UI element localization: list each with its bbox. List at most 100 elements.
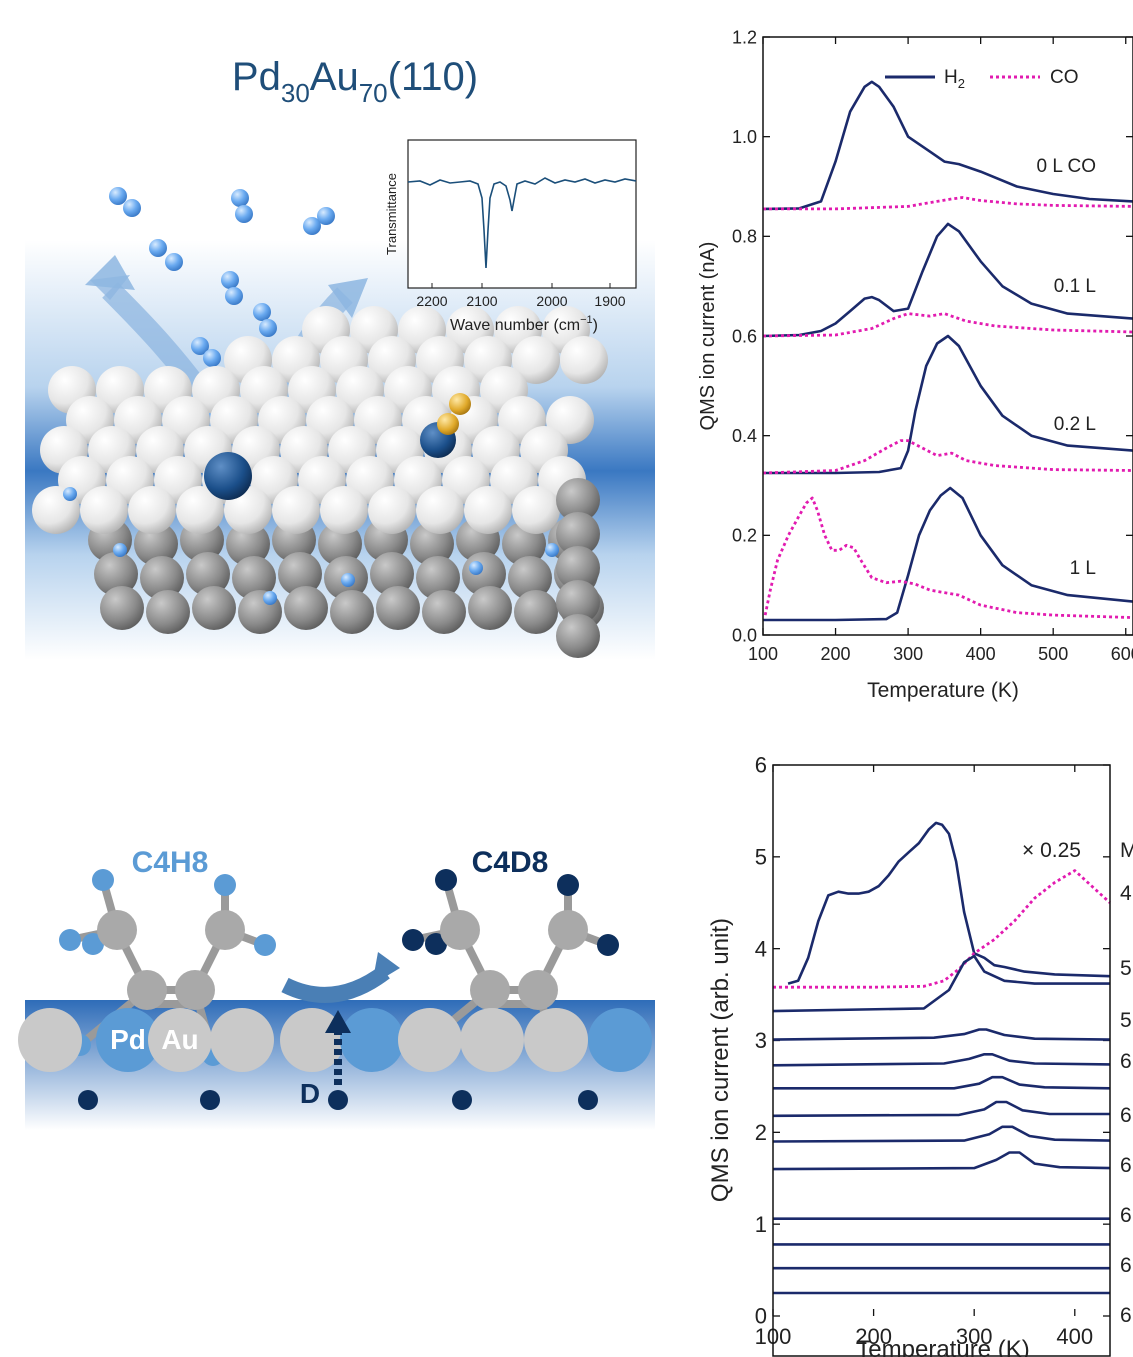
edge-atom	[556, 614, 600, 658]
x-tick-label: 500	[1038, 644, 1068, 664]
h2-series-line	[763, 486, 1133, 622]
mass-label: 6	[1120, 1154, 1132, 1177]
chart2-xlabel: Temperature (K)	[856, 1336, 1029, 1357]
surface-atom	[128, 486, 176, 534]
subsurface-atom	[330, 590, 374, 634]
hydrogen-atom	[203, 349, 221, 367]
surface-atom	[368, 486, 416, 534]
h2-series-line	[772, 1151, 1111, 1171]
subsurface-hydrogen	[469, 561, 483, 575]
subsurface-atom	[100, 586, 144, 630]
h2-series-line	[762, 80, 1133, 211]
y-tick-label: 6	[755, 753, 767, 778]
y-tick-label: 1.0	[732, 127, 757, 147]
chart1-xlabel: Temperature (K)	[867, 679, 1019, 702]
terminal-atom	[214, 874, 236, 896]
inset-ylabel: Transmittance	[384, 173, 399, 255]
edge-atom	[556, 478, 600, 522]
terminal-atom	[597, 934, 619, 956]
tpd-chart-top: 1002003004005006000.00.20.40.60.81.01.2 …	[697, 27, 1133, 702]
subsurface-atom	[232, 556, 276, 600]
subsurface-atom	[94, 552, 138, 596]
subsurface-hydrogen	[263, 591, 277, 605]
pd-label: Pd	[110, 1024, 146, 1055]
y-tick-label: 0.0	[732, 625, 757, 645]
subsurface-atom	[284, 586, 328, 630]
carbon-atom	[470, 970, 510, 1010]
h2-series-line	[762, 222, 1133, 338]
reaction-arrow	[281, 965, 390, 1003]
inset-tick: 2100	[466, 293, 497, 309]
atom-slab	[32, 306, 608, 658]
legend-h2-label: H2	[944, 67, 965, 91]
subsurface-atom	[514, 590, 558, 634]
h2-molecules	[109, 187, 335, 421]
arrow-head-right	[328, 278, 368, 318]
au-surface-atom	[18, 1008, 82, 1072]
subsurface-atom	[508, 556, 552, 600]
hydrogen-atom	[221, 271, 239, 289]
subsurface-hydrogen	[63, 487, 77, 501]
hydrogen-atom	[149, 239, 167, 257]
au-surface-atom	[524, 1008, 588, 1072]
h2-series-line	[772, 1125, 1111, 1143]
y-tick-label: 1.2	[732, 27, 757, 47]
x-tick-label: 600	[1111, 644, 1133, 664]
surface-atom	[560, 336, 608, 384]
subsurface-atom	[226, 522, 270, 566]
inset-spectrum-line	[407, 177, 637, 269]
terminal-atom	[402, 929, 424, 951]
x-tick-label: 300	[893, 644, 923, 664]
subsurface-atom	[468, 586, 512, 630]
pd-atom	[204, 452, 252, 500]
surface-atom	[464, 486, 512, 534]
hydrogen-atom	[225, 287, 243, 305]
hydrogen-atom	[123, 199, 141, 217]
trace-label: 0 L CO	[1037, 156, 1097, 177]
subsurface-atom	[192, 586, 236, 630]
surface-atom	[512, 486, 560, 534]
y-tick-label: 0.2	[732, 526, 757, 546]
subsurface-atom	[146, 590, 190, 634]
subsurface-deuterium	[578, 1090, 598, 1110]
pd-surface-atom	[340, 1008, 404, 1072]
trace-label: 0.1 L	[1054, 276, 1096, 297]
carbon-atom	[175, 970, 215, 1010]
co-series-line	[763, 496, 1133, 619]
reaction-arrow-head	[372, 952, 400, 985]
y-tick-label: 3	[755, 1028, 767, 1053]
subsurface-atom	[370, 552, 414, 596]
mass-label: 5	[1120, 1009, 1132, 1032]
surface-atom	[80, 486, 128, 534]
terminal-atom	[92, 869, 114, 891]
inset-xlabel: Wave number (cm−1)	[450, 314, 598, 334]
y-tick-label: 0.4	[732, 426, 757, 446]
reactant-formula: C4H8	[132, 846, 209, 879]
y-tick-label: 5	[755, 845, 767, 870]
edge-atom	[556, 546, 600, 590]
hydrogen-atom	[231, 189, 249, 207]
terminal-atom	[435, 869, 457, 891]
edge-atom	[556, 580, 600, 624]
surface-atom	[320, 486, 368, 534]
hydrogen-atom	[317, 207, 335, 225]
hydrogen-atom	[191, 337, 209, 355]
subsurface-atom	[278, 552, 322, 596]
co-adsorbate-atom	[437, 413, 459, 435]
subsurface-deuterium	[200, 1090, 220, 1110]
carbon-atom	[127, 970, 167, 1010]
hydrogen-atom	[259, 319, 277, 337]
subsurface-atom	[140, 556, 184, 600]
au-surface-atom	[280, 1008, 344, 1072]
subsurface-atom	[376, 586, 420, 630]
hydrogen-atom	[303, 217, 321, 235]
mass-label: 6	[1120, 1254, 1132, 1277]
x-tick-label: 400	[1056, 1324, 1093, 1349]
mass-label: 6	[1120, 1204, 1132, 1227]
au-label: Au	[161, 1024, 198, 1055]
terminal-atom	[254, 934, 276, 956]
hydrogen-atom	[165, 253, 183, 271]
terminal-atom	[557, 874, 579, 896]
y-tick-label: 1	[755, 1212, 767, 1237]
mass-label: M	[1120, 839, 1133, 862]
